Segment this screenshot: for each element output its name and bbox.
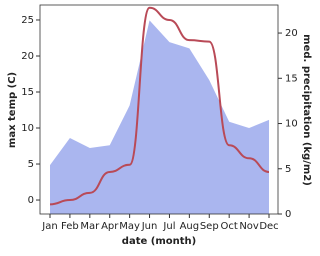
y-tick-label: 20 (21, 51, 34, 62)
plot-frame (39, 4, 279, 215)
y2-tick-label: 5 (285, 164, 291, 175)
y-axis-label: max temp (C) (7, 72, 18, 148)
x-tick-label: Jan (41, 221, 57, 232)
x-tick-label: May (119, 221, 140, 232)
x-tick-label: Feb (61, 221, 79, 232)
precip-area (50, 20, 269, 215)
y2-tick-label: 0 (285, 209, 291, 220)
y2-tick-label: 15 (285, 73, 298, 84)
x-tick-label: Mar (80, 221, 100, 232)
x-tick-label: Sep (200, 221, 219, 232)
x-axis-label: date (month) (122, 236, 196, 247)
y-tick-label: 5 (28, 159, 34, 170)
x-tick-label: Oct (221, 221, 238, 232)
temp-line (49, 6, 270, 206)
x-tick-label: Jul (162, 221, 175, 232)
chart: date (month) max temp (C) med. precipita… (7, 4, 312, 247)
y-tick-label: 0 (28, 195, 34, 206)
y2-axis-label: med. precipitation (kg/m2) (301, 34, 312, 186)
x-tick-label: Dec (259, 221, 278, 232)
x-tick-label: Apr (101, 221, 119, 232)
y-tick-label: 10 (21, 123, 34, 134)
x-tick-label: Nov (239, 221, 259, 232)
y2-tick-label: 10 (285, 119, 298, 130)
y2-tick-label: 20 (285, 28, 298, 39)
y-tick-label: 25 (21, 15, 34, 26)
x-tick-label: Jun (141, 221, 158, 232)
x-tick-label: Aug (180, 221, 200, 232)
y-tick-label: 15 (21, 87, 34, 98)
